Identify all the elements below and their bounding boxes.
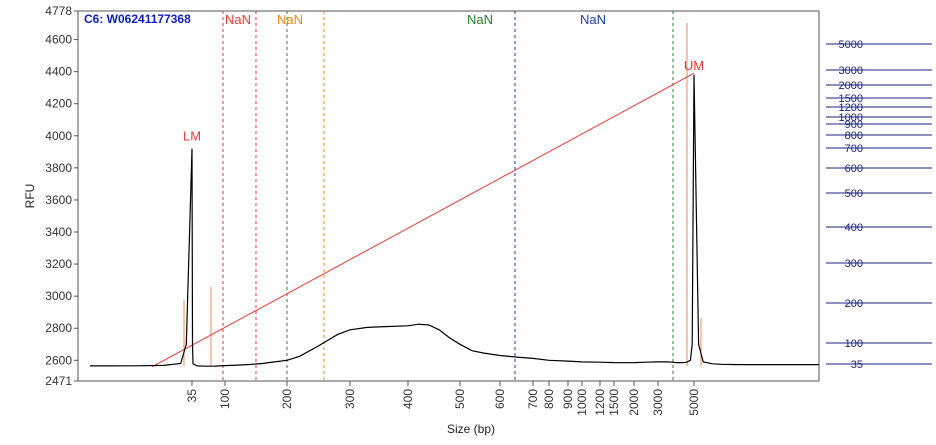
y-tick-label: 3200: [45, 257, 72, 271]
x-tick-label: 900: [561, 389, 575, 409]
x-tick-label: 100: [218, 389, 232, 409]
y-tick-label: 3800: [45, 161, 72, 175]
y-tick-label: 2800: [45, 321, 72, 335]
marker-label: LM: [183, 129, 201, 144]
y-tick-label: 3400: [45, 225, 72, 239]
x-axis: 35 100 200 300 400 500 600 700 800 900 1000 1200 150…: [185, 381, 701, 416]
x-tick-label: 1200: [593, 389, 607, 416]
y-tick-label: 3000: [45, 289, 72, 303]
x-axis-title: Size (bp): [447, 422, 495, 436]
ladder-tick-label: 1200: [839, 102, 863, 114]
ladder-tick-label: 3000: [839, 65, 863, 77]
calibration-line: [152, 72, 695, 368]
ladder-tick-label: 35: [851, 359, 863, 371]
y-tick-label: 2471: [45, 374, 72, 388]
y-axis: 2471 2600 2800 3000 3200 3400 3600 3800 4000 4200…: [45, 4, 78, 388]
y-tick-label: 3600: [45, 193, 72, 207]
y-tick-label: 4000: [45, 129, 72, 143]
x-tick-label: 700: [526, 389, 540, 409]
ladder-tick-label: 200: [845, 298, 863, 310]
ladder-spikes: [183, 23, 702, 366]
x-tick-label: 300: [343, 389, 357, 409]
y-tick-label: 4778: [45, 4, 72, 18]
sample-title: C6: W06241177368: [84, 12, 191, 26]
ladder-tick-label: 800: [845, 130, 863, 142]
ladder-tick-label: 100: [845, 338, 863, 350]
ladder-tick-label: 5000: [839, 39, 863, 51]
x-tick-label: 400: [401, 389, 415, 409]
ladder-tick-label: 2000: [839, 80, 863, 92]
x-tick-label: 800: [542, 389, 556, 409]
y-tick-label: 2600: [45, 353, 72, 367]
ladder-tick-label: 1000: [839, 112, 863, 124]
ladder-tick-label: 900: [845, 119, 863, 131]
ladder-tick-label: 500: [845, 188, 863, 200]
x-tick-label: 2000: [627, 389, 641, 416]
region-label: NaN: [467, 12, 493, 27]
signal-trace: [90, 74, 819, 367]
y-tick-label: 4400: [45, 65, 72, 79]
ladder-tick-label: 400: [845, 222, 863, 234]
ladder-tick-label: 700: [845, 143, 863, 155]
marker-labels: LM UM: [183, 58, 704, 144]
marker-label: UM: [684, 58, 704, 73]
region-labels: NaN NaN NaN NaN: [225, 12, 606, 27]
ladder-tick-label: 1500: [839, 93, 863, 105]
x-tick-label: 600: [493, 389, 507, 409]
x-tick-label: 1500: [607, 389, 621, 416]
x-tick-label: 35: [185, 389, 199, 403]
x-tick-label: 1000: [575, 389, 589, 416]
region-label: NaN: [225, 12, 251, 27]
ladder-tick-label: 600: [845, 163, 863, 175]
x-tick-label: 5000: [687, 389, 701, 416]
x-tick-label: 200: [280, 389, 294, 409]
region-boundaries: [222, 11, 674, 381]
y-tick-label: 4600: [45, 33, 72, 47]
x-tick-label: 500: [453, 389, 467, 409]
y-tick-label: 4200: [45, 97, 72, 111]
plot-area: [77, 10, 820, 382]
region-label: NaN: [580, 12, 606, 27]
x-tick-label: 3000: [651, 389, 665, 416]
region-label: NaN: [277, 12, 303, 27]
y-axis-title: RFU: [23, 184, 37, 209]
ladder-tick-label: 300: [845, 258, 863, 270]
